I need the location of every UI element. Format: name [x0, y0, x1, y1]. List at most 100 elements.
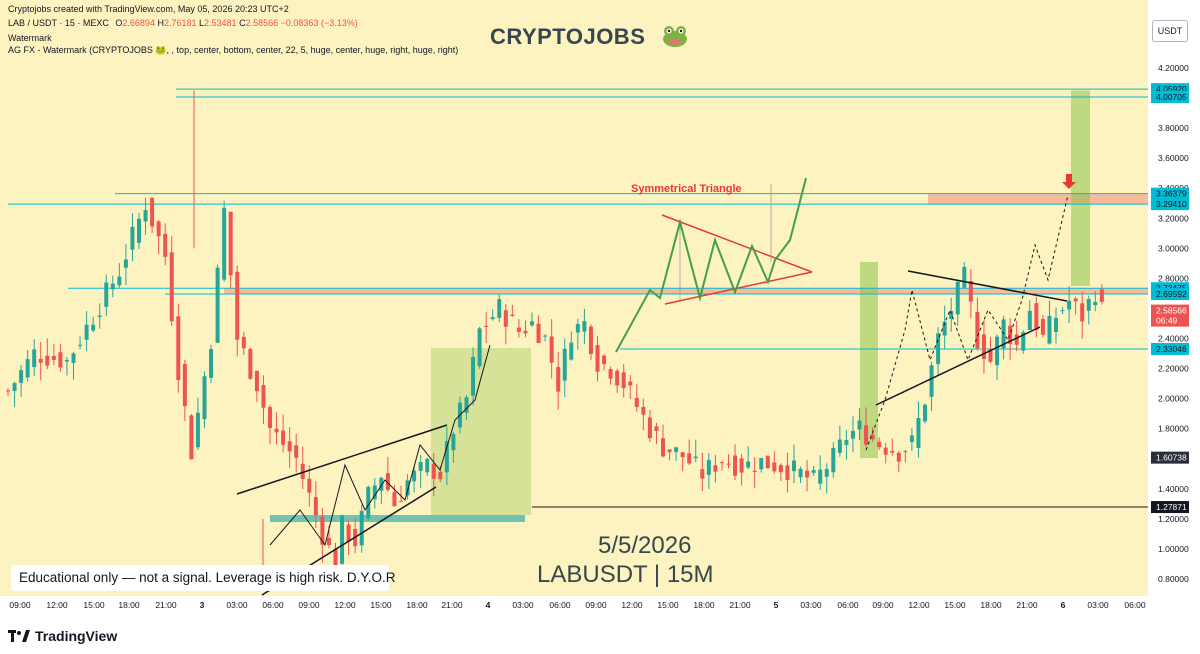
- candle-body: [91, 324, 96, 331]
- sym-triangle-lower: [664, 271, 813, 305]
- candle: [241, 332, 246, 355]
- candle: [78, 336, 83, 350]
- watermark-indicator-name[interactable]: Watermark: [8, 33, 52, 43]
- x-tick-label: 15:00: [370, 600, 392, 610]
- candle: [235, 265, 240, 357]
- candle-body: [680, 452, 685, 458]
- candle: [294, 433, 299, 473]
- x-tick-label: 09:00: [872, 600, 894, 610]
- symbol-legend[interactable]: LAB / USDT · 15 · MEXC O2.66894 H2.76181…: [8, 18, 358, 28]
- candle-body: [1099, 289, 1104, 302]
- tradingview-logo-text: TradingView: [35, 628, 118, 644]
- current-price-tag: [1151, 304, 1189, 327]
- candle: [1073, 296, 1078, 315]
- candle: [1047, 300, 1052, 345]
- candle-body: [372, 485, 377, 500]
- x-tick-label: 06:00: [837, 600, 859, 610]
- y-tick-label: 2.40000: [1158, 334, 1189, 344]
- candle: [248, 347, 253, 380]
- candle-body: [575, 324, 580, 333]
- candle: [38, 342, 43, 381]
- candle-body: [674, 447, 679, 452]
- candle-body: [857, 420, 862, 430]
- indicator-settings[interactable]: AG FX - Watermark (CRYPTOJOBS 🐸, , top, …: [8, 45, 459, 55]
- price-chart[interactable]: Symmetrical Triangle 0.80000 1.00000 1.200…: [0, 0, 1200, 620]
- candle-body: [602, 355, 607, 365]
- candle: [45, 338, 50, 370]
- candle-body: [300, 463, 305, 479]
- candle-body: [562, 348, 567, 381]
- time-axis-background: [0, 596, 1148, 620]
- x-tick-label: 12:00: [46, 600, 68, 610]
- candle-body: [949, 310, 954, 319]
- time-axis[interactable]: 09:00 12:00 15:00 18:00 21:00 3 03:00 06:00 09:0…: [9, 600, 1146, 610]
- candle: [6, 388, 10, 396]
- currency-selector[interactable]: USDT: [1152, 20, 1188, 42]
- candle: [510, 304, 515, 317]
- candle: [792, 444, 796, 484]
- x-tick-label: 03:00: [512, 600, 534, 610]
- candle-body: [241, 336, 246, 349]
- x-tick-label: 18:00: [693, 600, 715, 610]
- candle: [1060, 307, 1065, 315]
- candle: [385, 456, 390, 492]
- candle-body: [700, 469, 705, 479]
- candle-body: [222, 207, 227, 280]
- candle-body: [405, 480, 410, 496]
- candle-body: [254, 370, 259, 392]
- candle-body: [1080, 303, 1085, 322]
- candle-body: [320, 516, 325, 545]
- candle-body: [471, 356, 476, 396]
- candle-body: [110, 283, 115, 290]
- candle: [1014, 320, 1019, 352]
- candle-body: [765, 455, 770, 469]
- x-tick-label: 5: [774, 600, 779, 610]
- candle: [281, 414, 286, 453]
- candle: [313, 481, 318, 529]
- x-tick-label: 09:00: [585, 600, 607, 610]
- candle-body: [248, 348, 253, 379]
- candle: [359, 504, 364, 553]
- candle-body: [379, 477, 384, 491]
- candle: [556, 351, 561, 410]
- candle-body: [824, 468, 829, 477]
- candle-body: [942, 321, 947, 336]
- candle: [916, 401, 921, 458]
- candle: [117, 263, 122, 288]
- triangle-lower-line: [875, 326, 1041, 406]
- candle: [693, 439, 698, 463]
- candle: [995, 334, 1000, 380]
- y-tick-label: 2.80000: [1158, 273, 1189, 283]
- x-tick-label: 15:00: [657, 600, 679, 610]
- candle: [719, 460, 724, 471]
- candle: [366, 485, 371, 521]
- candle: [647, 409, 652, 443]
- candle-body: [58, 352, 63, 368]
- candle-body: [536, 323, 541, 344]
- x-tick-label: 12:00: [334, 600, 356, 610]
- candle: [602, 354, 607, 371]
- x-tick-label: 06:00: [262, 600, 284, 610]
- candle-body: [484, 325, 489, 327]
- x-tick-label: 06:00: [1124, 600, 1146, 610]
- y-tick-label: 0.80000: [1158, 574, 1189, 584]
- candle-body: [438, 471, 443, 480]
- candle: [254, 370, 259, 402]
- zone-target: [1071, 90, 1090, 286]
- ohlc-low: 2.53481: [204, 18, 237, 28]
- candle: [182, 359, 187, 422]
- candle-body: [228, 211, 233, 276]
- candle-body: [1008, 325, 1013, 344]
- candle-body: [588, 326, 593, 354]
- x-tick-label: 21:00: [441, 600, 463, 610]
- candle-body: [431, 463, 436, 479]
- level-label-1-27871-bg: [1151, 501, 1189, 514]
- candle-body: [202, 376, 207, 420]
- candle-body: [968, 281, 973, 302]
- candle: [864, 407, 869, 447]
- tradingview-logo[interactable]: TradingView: [8, 628, 117, 644]
- candle-body: [883, 447, 888, 455]
- candle-body: [877, 441, 882, 448]
- candle-body: [811, 470, 816, 473]
- candle: [608, 366, 613, 385]
